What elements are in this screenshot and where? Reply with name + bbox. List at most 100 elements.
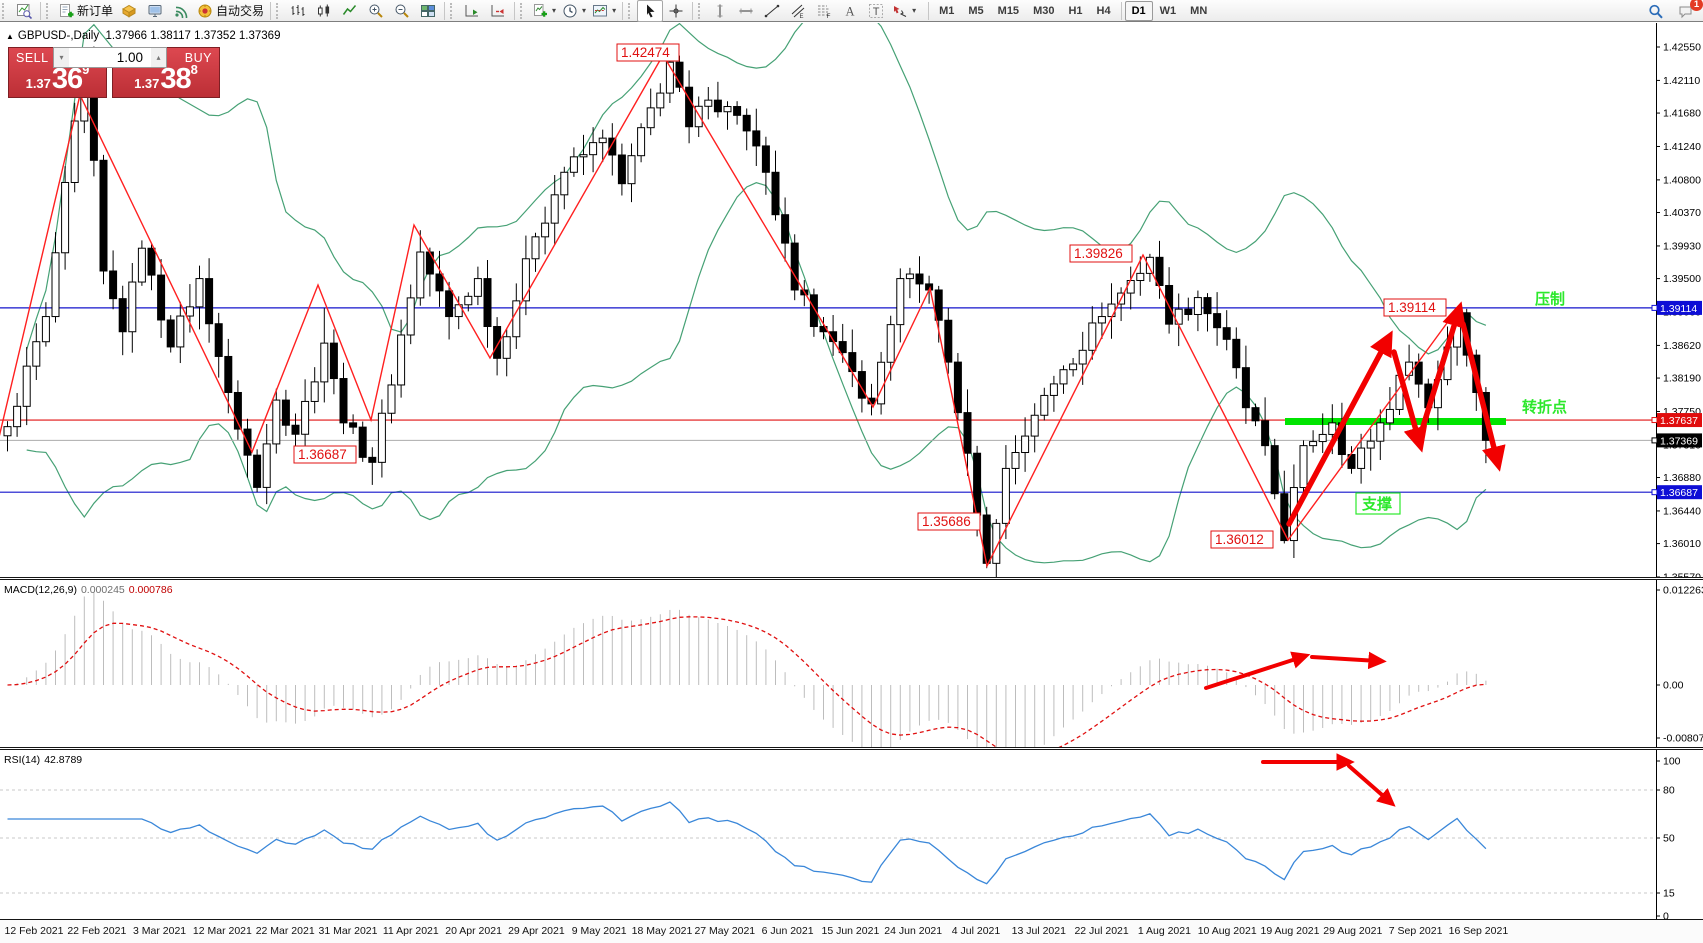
toolbar-button-new-chart[interactable]	[11, 0, 37, 22]
drawn-arrow[interactable]	[1391, 349, 1428, 453]
volume-decrease-button[interactable]: ▾	[54, 48, 69, 67]
toolbar-button-text-label[interactable]: T	[863, 0, 889, 22]
volume-input[interactable]	[69, 48, 151, 67]
candle-body	[733, 106, 742, 116]
trendline-icon	[764, 4, 780, 17]
toolbar-button-crosshair[interactable]	[663, 0, 689, 22]
price-tick-label: 1.41240	[1663, 141, 1701, 153]
toolbar-button-auto-scroll[interactable]	[485, 0, 511, 22]
price-badge-handle[interactable]	[1651, 489, 1658, 496]
drawn-arrow[interactable]	[1310, 651, 1387, 670]
candle-body	[838, 341, 847, 354]
price-badge-text: 1.37369	[1660, 435, 1698, 447]
timeframe-button-M30[interactable]: M30	[1033, 4, 1055, 17]
candle-body	[694, 105, 703, 128]
toolbar-button-autotrading[interactable]: 自动交易	[194, 0, 267, 22]
swing-label-box[interactable]	[917, 512, 981, 531]
toolbar-button-tile-windows[interactable]	[415, 0, 441, 22]
drawn-arrow[interactable]	[1460, 321, 1506, 472]
volume-increase-button[interactable]: ▴	[151, 48, 166, 67]
price-badge-handle[interactable]	[1651, 417, 1658, 424]
zigzag-line[interactable]	[0, 53, 1459, 569]
text-icon: A	[846, 4, 855, 18]
symbol-period-label: GBPUSD-,Daily	[17, 30, 100, 42]
candle-body	[521, 258, 530, 302]
date-tick-label: 12 Feb 2021	[4, 925, 64, 937]
toolbar-buttons: 新订单 自动交易 ▾ ▾ ▾ E F A T ▾	[0, 0, 919, 22]
toolbar-button-text[interactable]: A	[837, 0, 863, 22]
collapse-triangle-icon[interactable]: ▲	[6, 32, 14, 41]
candle-body	[608, 137, 617, 156]
chat-button[interactable]: 1	[1673, 0, 1703, 23]
toolbar-button-chart-line[interactable]	[337, 0, 363, 22]
toolbar-button-cursor[interactable]	[637, 0, 664, 22]
swing-label-box[interactable]	[293, 445, 357, 464]
timeframe-button-M1[interactable]: M1	[939, 4, 955, 17]
price-scale[interactable]: 1.42550 1.42110 1.41680 1.41240 1.40800 1.403…	[1651, 23, 1702, 577]
candle-body	[61, 181, 70, 254]
macd-panel[interactable]: 0.012263 0.00 -0.008073 MACD(12,26,9)0.000…	[0, 580, 1703, 747]
candle-body	[1001, 467, 1010, 524]
swing-label-box[interactable]	[1210, 530, 1274, 549]
timeframe-button-M15[interactable]: M15	[997, 4, 1020, 17]
swing-label-box[interactable]	[1069, 244, 1133, 263]
timeframe-button-M5[interactable]: M5	[968, 4, 984, 17]
candle-body	[1280, 493, 1289, 542]
toolbar-grip	[46, 2, 53, 19]
time-axis[interactable]: 12 Feb 2021 22 Feb 2021 3 Mar 2021 12 Mar 2…	[0, 919, 1703, 943]
toolbar-button-shift-end[interactable]	[459, 0, 485, 22]
toolbar-button-indicators[interactable]: ▾	[529, 0, 559, 22]
toolbar-button-label: 自动交易	[216, 4, 265, 18]
price-chart-panel[interactable]: 1.42474 1.39826 1.39114 1.36687 1.36012 1.356…	[0, 23, 1703, 577]
candle-body	[445, 290, 454, 318]
macd-tick-label: -0.008073	[1663, 733, 1703, 745]
toolbar-button-arrows[interactable]: ▾	[889, 0, 919, 22]
candle-body	[1366, 440, 1375, 449]
toolbar-button-vline[interactable]	[707, 0, 733, 22]
toolbar-grip	[276, 2, 283, 19]
price-badge-handle[interactable]	[1651, 304, 1658, 311]
rsi-tick-label: 50	[1663, 833, 1675, 845]
panel-splitter[interactable]	[0, 577, 1703, 580]
candle-body	[1213, 313, 1222, 329]
price-badge-handle[interactable]	[1651, 437, 1658, 444]
toolbar-button-terminal[interactable]	[142, 0, 168, 22]
timeframe-button-D1[interactable]: D1	[1124, 0, 1153, 21]
timeframe-button-H4[interactable]: H4	[1096, 4, 1111, 17]
annotation-box[interactable]	[1355, 492, 1401, 515]
search-button[interactable]	[1643, 1, 1669, 23]
toolbar-button-channel[interactable]: E	[785, 0, 811, 22]
toolbar-button-hline[interactable]	[733, 0, 759, 22]
buy-label: BUY	[184, 51, 212, 65]
rsi-panel[interactable]: 100 80 50 15 0 RSI(14) 42.8789	[0, 750, 1703, 919]
toolbar-button-new-order[interactable]: 新订单	[55, 0, 116, 22]
timeframe-button-MN[interactable]: MN	[1190, 4, 1208, 17]
candle-body	[617, 154, 626, 185]
toolbar-button-fibonacci[interactable]: F	[811, 0, 837, 22]
timeframe-button-H1[interactable]: H1	[1068, 4, 1083, 17]
swing-label-box[interactable]	[1383, 298, 1447, 317]
drawn-arrow[interactable]	[1419, 301, 1466, 433]
drawn-arrow[interactable]	[1286, 330, 1393, 527]
toolbar-button-periods[interactable]: ▾	[559, 0, 589, 22]
toolbar-button-zoom-out[interactable]	[389, 0, 415, 22]
toolbar-button-chart-candles[interactable]	[311, 0, 337, 22]
candle-body	[387, 384, 396, 414]
toolbar-button-chart-bars[interactable]	[285, 0, 311, 22]
drawn-arrow[interactable]	[1347, 764, 1396, 807]
swing-label-box[interactable]	[616, 43, 680, 62]
toolbar-button-trendline[interactable]	[759, 0, 785, 22]
panel-splitter[interactable]	[0, 747, 1703, 750]
timeframe-button-W1[interactable]: W1	[1159, 4, 1177, 17]
toolbar-button-zoom-in[interactable]	[363, 0, 389, 22]
candle-body	[147, 247, 156, 276]
drawn-arrow[interactable]	[1204, 651, 1311, 690]
price-chart[interactable]: 1.42474 1.39826 1.39114 1.36687 1.36012 1.356…	[0, 23, 1703, 577]
candle-body	[1021, 435, 1030, 454]
candle-body	[339, 378, 348, 424]
toolbar-button-deposit[interactable]	[116, 0, 142, 22]
candle-body	[99, 159, 108, 272]
toolbar-button-templates[interactable]: ▾	[589, 0, 619, 22]
toolbar-button-signal[interactable]	[168, 0, 194, 22]
cursor-icon	[647, 4, 655, 17]
